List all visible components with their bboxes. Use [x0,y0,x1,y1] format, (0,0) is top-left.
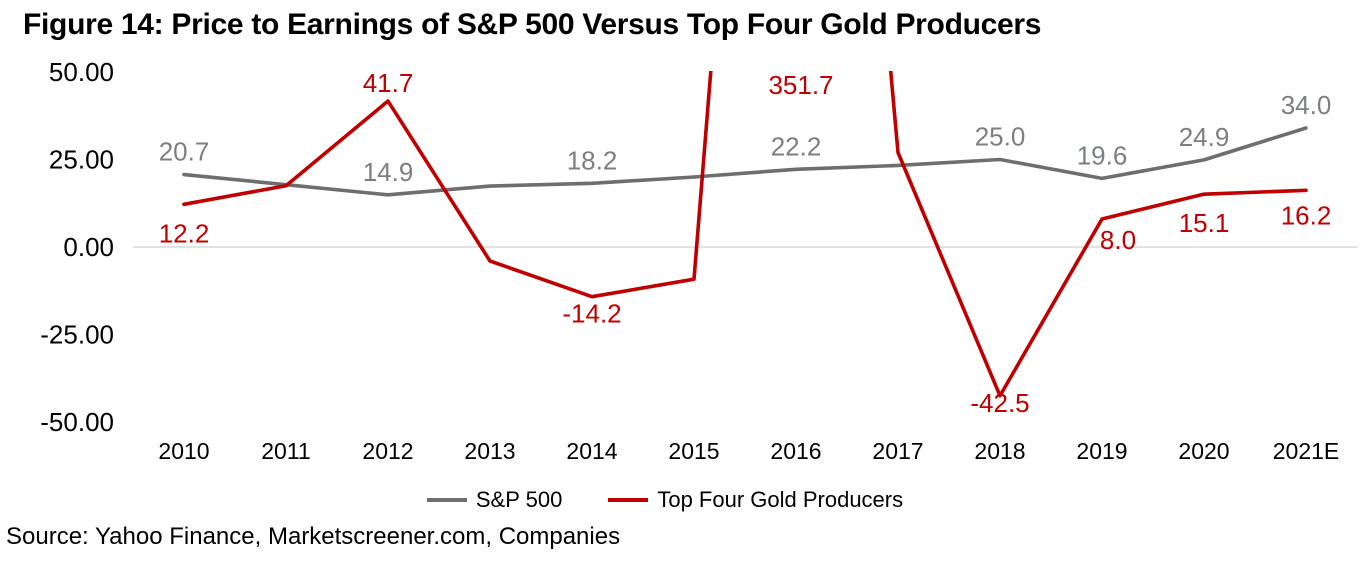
x-axis-label-2017: 2017 [872,438,923,464]
sp500-line-swatch-icon [426,498,467,502]
sp500-data-label-2018: 25.0 [975,122,1026,152]
x-axis-label-2021E: 2021E [1273,438,1340,464]
x-axis-label-2010: 2010 [158,438,209,464]
x-axis-label-2011: 2011 [261,438,310,464]
x-axis-label-2016: 2016 [770,438,821,464]
x-axis-label-2020: 2020 [1178,438,1229,464]
sp500-data-label-2016: 22.2 [771,131,822,161]
gold-data-label-2021E: 16.2 [1281,200,1332,230]
source-note: Source: Yahoo Finance, Marketscreener.co… [6,523,621,550]
x-axis-label-2019: 2019 [1076,438,1127,464]
x-axis-label-2014: 2014 [566,438,617,464]
legend-item-gold-producers: Top Four Gold Producers [608,487,903,513]
gold-line-swatch-icon [608,498,649,502]
chart-legend: S&P 500 Top Four Gold Producers [0,487,1330,513]
legend-item-sp500: S&P 500 [426,487,563,513]
y-axis-tick-label: 50.00 [49,57,114,87]
figure-title: Figure 14: Price to Earnings of S&P 500 … [23,8,1042,41]
sp500-data-label-2014: 18.2 [567,145,618,175]
sp500-data-label-2010: 20.7 [159,137,210,167]
gold-data-label-2014: -14.2 [562,299,621,329]
gold-data-label-2018: -42.5 [970,388,1029,418]
gold-data-label-2010: 12.2 [159,218,210,248]
sp500-data-label-2021E: 34.0 [1281,90,1332,120]
y-axis-tick-label: -50.00 [40,407,114,437]
y-axis-tick-label: -25.00 [40,320,114,350]
gold-producers-series-line [182,71,1308,398]
gold-data-label-2012: 41.7 [363,68,414,98]
x-axis-label-2012: 2012 [362,438,413,464]
y-axis-tick-label: 0.00 [63,232,114,262]
legend-label-sp500: S&P 500 [475,487,563,512]
x-axis-label-2015: 2015 [668,438,719,464]
gold-data-label-2016: 351.7 [768,70,833,100]
gold-data-label-2019: 8.0 [1100,225,1136,255]
gold-data-label-2020: 15.1 [1179,208,1230,238]
y-axis-tick-label: 25.00 [49,145,114,175]
sp500-data-label-2012: 14.9 [363,157,414,187]
x-axis-label-2018: 2018 [974,438,1025,464]
sp500-data-label-2020: 24.9 [1179,122,1230,152]
sp500-series-line [182,126,1308,197]
legend-label-gold-producers: Top Four Gold Producers [657,487,904,512]
x-axis-label-2013: 2013 [464,438,515,464]
sp500-data-label-2019: 19.6 [1077,140,1128,170]
